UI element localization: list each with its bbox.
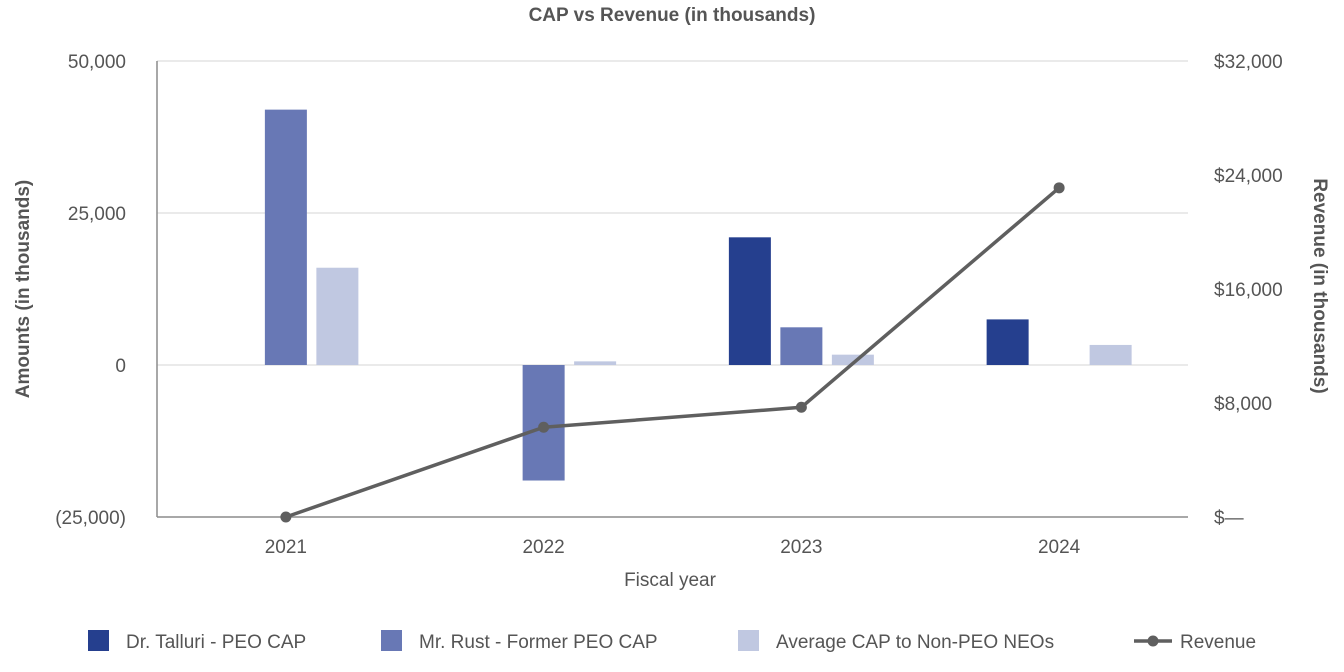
legend-label: Revenue [1180, 632, 1256, 653]
line-point [538, 421, 550, 433]
x-tick-label: 2023 [780, 537, 822, 558]
revenue-line-series [280, 182, 1065, 523]
gridlines [157, 60, 1188, 366]
bar [831, 354, 874, 365]
x-tick-label: 2022 [522, 537, 564, 558]
bar [1089, 344, 1132, 365]
x-axis-ticks: 2021 2022 2023 2024 [265, 537, 1081, 558]
chart-title: CAP vs Revenue (in thousands) [529, 5, 816, 26]
axes [156, 61, 1188, 518]
bar [316, 267, 359, 365]
legend-label: Dr. Talluri - PEO CAP [126, 632, 306, 653]
x-tick-label: 2024 [1038, 537, 1081, 558]
bar [574, 361, 617, 365]
line-point [280, 511, 292, 523]
bar [264, 109, 307, 365]
x-axis-label: Fiscal year [624, 570, 717, 591]
line-point [1053, 182, 1065, 194]
y-axis-label: Amounts (in thousands) [13, 180, 34, 398]
y2-tick-label: $24,000 [1214, 166, 1283, 187]
y2-axis-label: Revenue (in thousands) [1309, 178, 1330, 393]
series-line [285, 186, 1061, 519]
legend: Dr. Talluri - PEO CAP Mr. Rust - Former P… [88, 630, 1256, 653]
y-tick-label: 25,000 [68, 204, 126, 225]
bars [264, 109, 1132, 481]
y-tick-label: 50,000 [68, 52, 126, 73]
y2-tick-label: $32,000 [1214, 52, 1283, 73]
bar [728, 237, 771, 365]
y2-tick-label: $16,000 [1214, 280, 1283, 301]
legend-label: Mr. Rust - Former PEO CAP [419, 632, 658, 653]
legend-line-marker [1147, 635, 1159, 647]
bar [986, 319, 1029, 365]
y-tick-label: 0 [115, 356, 126, 377]
legend-label: Average CAP to Non-PEO NEOs [776, 632, 1054, 653]
legend-swatch [381, 630, 402, 651]
legend-swatch [738, 630, 759, 651]
y2-tick-label: $— [1214, 508, 1244, 529]
y2-axis-ticks: $— $8,000 $16,000 $24,000 $32,000 [1214, 52, 1283, 529]
line-point [795, 401, 807, 413]
y-tick-label: (25,000) [55, 508, 126, 529]
legend-swatch [88, 630, 109, 651]
bar [780, 327, 823, 365]
y-axis-ticks: (25,000) 0 25,000 50,000 [55, 52, 126, 529]
y2-tick-label: $8,000 [1214, 394, 1272, 415]
x-tick-label: 2021 [265, 537, 307, 558]
